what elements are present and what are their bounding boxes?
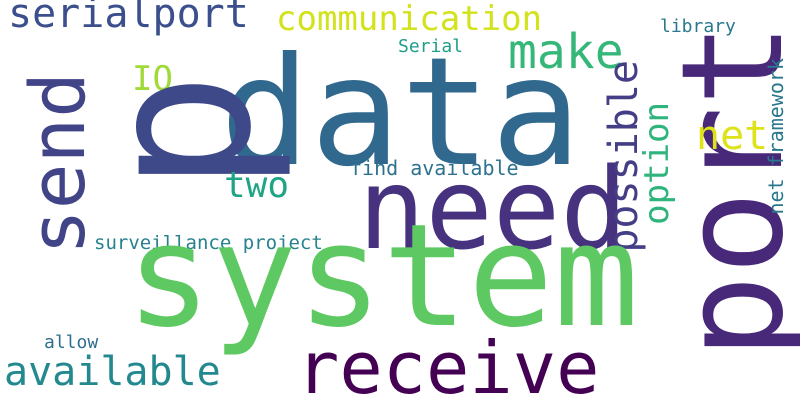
word-data: data — [220, 26, 582, 200]
word-io: IO — [132, 59, 173, 99]
word-option: option — [637, 102, 677, 225]
word-surveillance-project: surveillance project — [94, 232, 323, 254]
word-find-available: find available — [350, 156, 519, 180]
word-send: send — [13, 72, 102, 256]
word-library: library — [660, 16, 736, 37]
word-net: net — [696, 113, 769, 159]
word-system: system — [126, 194, 639, 359]
word-make: make — [508, 24, 624, 80]
word-need: need — [358, 145, 628, 275]
word-allow: allow — [44, 332, 99, 353]
word-communication: communication — [276, 0, 543, 39]
word-net-framework: net framework — [764, 58, 788, 215]
word-serialport: serialport — [8, 0, 249, 37]
word-serial: Serial — [398, 36, 464, 57]
word-available: available — [4, 349, 221, 395]
word-receive: receive — [296, 326, 600, 400]
word-two: two — [224, 165, 290, 206]
